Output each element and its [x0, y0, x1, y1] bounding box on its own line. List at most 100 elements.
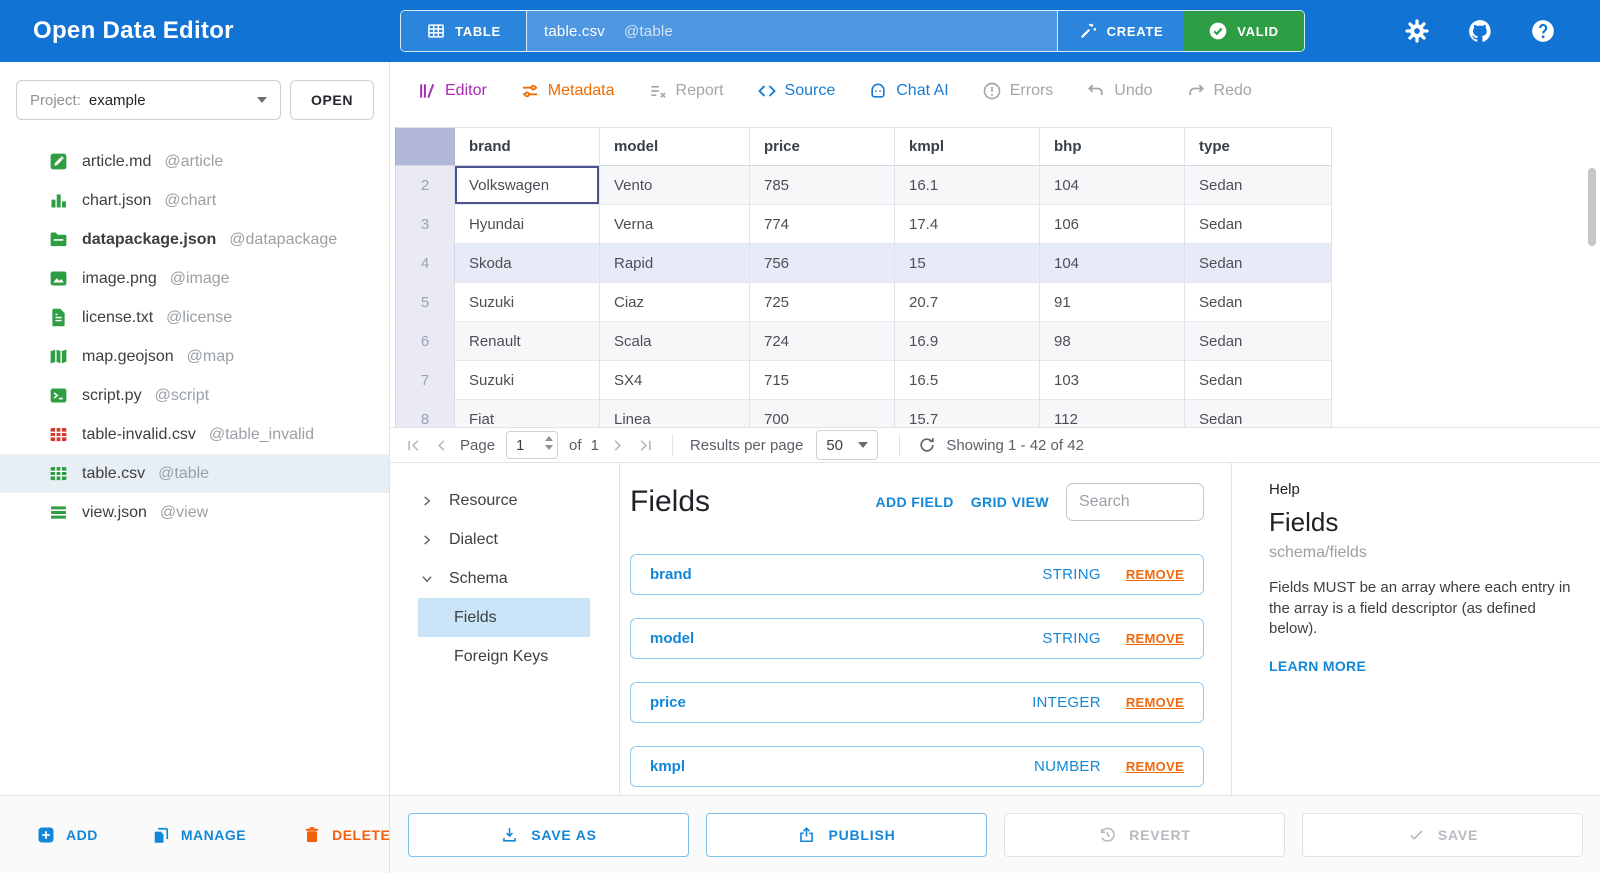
- file-item-chart-json[interactable]: chart.json @chart: [0, 181, 389, 220]
- field-type[interactable]: STRING: [1042, 566, 1101, 583]
- table-cell[interactable]: Ciaz: [600, 283, 750, 322]
- table-cell[interactable]: Verna: [600, 205, 750, 244]
- table-cell[interactable]: Sedan: [1185, 244, 1332, 283]
- field-card-kmpl[interactable]: kmpl NUMBER REMOVE: [630, 746, 1204, 787]
- table-cell[interactable]: Scala: [600, 322, 750, 361]
- table-cell[interactable]: Suzuki: [455, 283, 600, 322]
- table-cell[interactable]: 774: [750, 205, 895, 244]
- column-header-brand[interactable]: brand: [455, 127, 600, 166]
- field-card-price[interactable]: price INTEGER REMOVE: [630, 682, 1204, 723]
- file-item-view-json[interactable]: view.json @view: [0, 493, 389, 532]
- column-header-price[interactable]: price: [750, 127, 895, 166]
- table-cell[interactable]: Rapid: [600, 244, 750, 283]
- table-cell[interactable]: 104: [1040, 244, 1185, 283]
- valid-button[interactable]: VALID: [1183, 11, 1304, 51]
- table-cell[interactable]: 785: [750, 166, 895, 205]
- tab-undo[interactable]: Undo: [1086, 81, 1153, 101]
- save-as-button[interactable]: SAVE AS: [408, 812, 689, 857]
- table-cell[interactable]: Vento: [600, 166, 750, 205]
- table-cell[interactable]: 16.9: [895, 322, 1040, 361]
- remove-field-button[interactable]: REMOVE: [1125, 631, 1184, 646]
- tree-item-dialect[interactable]: Dialect: [390, 520, 619, 559]
- create-button[interactable]: CREATE: [1057, 11, 1183, 51]
- first-page-icon[interactable]: [404, 436, 423, 455]
- delete-button[interactable]: DELETE: [302, 825, 390, 845]
- table-cell[interactable]: 15.7: [895, 400, 1040, 427]
- tree-item-fields[interactable]: Fields: [418, 598, 590, 637]
- column-header-kmpl[interactable]: kmpl: [895, 127, 1040, 166]
- field-type[interactable]: NUMBER: [1034, 758, 1101, 775]
- per-page-select[interactable]: 50: [816, 430, 879, 460]
- file-item-image-png[interactable]: image.png @image: [0, 259, 389, 298]
- table-cell[interactable]: Linea: [600, 400, 750, 427]
- file-path-field[interactable]: table.csv @table: [527, 11, 1057, 51]
- column-header-type[interactable]: type: [1185, 127, 1332, 166]
- row-number-cell[interactable]: 5: [395, 283, 455, 322]
- tree-item-foreign-keys[interactable]: Foreign Keys: [390, 637, 619, 676]
- page-stepper[interactable]: [545, 436, 554, 450]
- file-item-article-md[interactable]: article.md @article: [0, 142, 389, 181]
- save-button[interactable]: SAVE: [1302, 812, 1583, 857]
- table-cell[interactable]: Sedan: [1185, 361, 1332, 400]
- tab-redo[interactable]: Redo: [1186, 81, 1252, 101]
- table-cell[interactable]: 715: [750, 361, 895, 400]
- column-header-model[interactable]: model: [600, 127, 750, 166]
- table-cell[interactable]: 112: [1040, 400, 1185, 427]
- tab-chat-ai[interactable]: Chat AI: [868, 81, 949, 101]
- table-cell[interactable]: 20.7: [895, 283, 1040, 322]
- open-button[interactable]: OPEN: [290, 80, 374, 120]
- table-cell[interactable]: Sedan: [1185, 400, 1332, 427]
- learn-more-link[interactable]: LEARN MORE: [1269, 658, 1367, 675]
- table-cell[interactable]: Sedan: [1185, 205, 1332, 244]
- last-page-icon[interactable]: [636, 436, 655, 455]
- file-item-datapackage-json[interactable]: datapackage.json @datapackage: [0, 220, 389, 259]
- file-item-map-geojson[interactable]: map.geojson @map: [0, 337, 389, 376]
- next-page-icon[interactable]: [608, 436, 627, 455]
- row-number-cell[interactable]: 4: [395, 244, 455, 283]
- grid-view-button[interactable]: GRID VIEW: [970, 494, 1049, 510]
- table-cell[interactable]: 104: [1040, 166, 1185, 205]
- file-item-table-csv[interactable]: table.csv @table: [0, 454, 389, 493]
- settings-gear-icon[interactable]: [1404, 18, 1430, 44]
- table-cell[interactable]: 756: [750, 244, 895, 283]
- table-cell[interactable]: 700: [750, 400, 895, 427]
- row-number-cell[interactable]: 3: [395, 205, 455, 244]
- field-type[interactable]: STRING: [1042, 630, 1101, 647]
- field-card-brand[interactable]: brand STRING REMOVE: [630, 554, 1204, 595]
- add-field-button[interactable]: ADD FIELD: [875, 494, 954, 510]
- fields-search-input[interactable]: [1066, 483, 1204, 521]
- table-cell[interactable]: 16.5: [895, 361, 1040, 400]
- remove-field-button[interactable]: REMOVE: [1125, 695, 1184, 710]
- file-type-button[interactable]: TABLE: [401, 11, 527, 51]
- tab-editor[interactable]: Editor: [417, 81, 487, 101]
- row-number-cell[interactable]: 2: [395, 166, 455, 205]
- row-number-cell[interactable]: 7: [395, 361, 455, 400]
- help-icon[interactable]: [1530, 18, 1556, 44]
- file-item-script-py[interactable]: script.py @script: [0, 376, 389, 415]
- table-cell[interactable]: 103: [1040, 361, 1185, 400]
- table-cell[interactable]: 724: [750, 322, 895, 361]
- vertical-scrollbar[interactable]: [1588, 168, 1596, 246]
- table-cell[interactable]: Sedan: [1185, 166, 1332, 205]
- tab-errors[interactable]: Errors: [982, 81, 1053, 101]
- publish-button[interactable]: PUBLISH: [706, 812, 987, 857]
- row-number-cell[interactable]: 8: [395, 400, 455, 427]
- tree-item-resource[interactable]: Resource: [390, 481, 619, 520]
- table-cell[interactable]: Sedan: [1185, 322, 1332, 361]
- revert-button[interactable]: REVERT: [1004, 812, 1285, 857]
- tree-item-schema[interactable]: Schema: [390, 559, 619, 598]
- table-cell[interactable]: 98: [1040, 322, 1185, 361]
- table-cell[interactable]: Sedan: [1185, 283, 1332, 322]
- field-type[interactable]: INTEGER: [1032, 694, 1101, 711]
- row-number-cell[interactable]: 6: [395, 322, 455, 361]
- column-header-bhp[interactable]: bhp: [1040, 127, 1185, 166]
- file-item-table-invalid-csv[interactable]: table-invalid.csv @table_invalid: [0, 415, 389, 454]
- tab-metadata[interactable]: Metadata: [520, 81, 615, 101]
- remove-field-button[interactable]: REMOVE: [1125, 759, 1184, 774]
- field-card-model[interactable]: model STRING REMOVE: [630, 618, 1204, 659]
- table-cell[interactable]: Renault: [455, 322, 600, 361]
- tab-report[interactable]: Report: [648, 81, 724, 101]
- manage-button[interactable]: MANAGE: [151, 825, 246, 845]
- table-cell[interactable]: Skoda: [455, 244, 600, 283]
- refresh-icon[interactable]: [917, 435, 937, 455]
